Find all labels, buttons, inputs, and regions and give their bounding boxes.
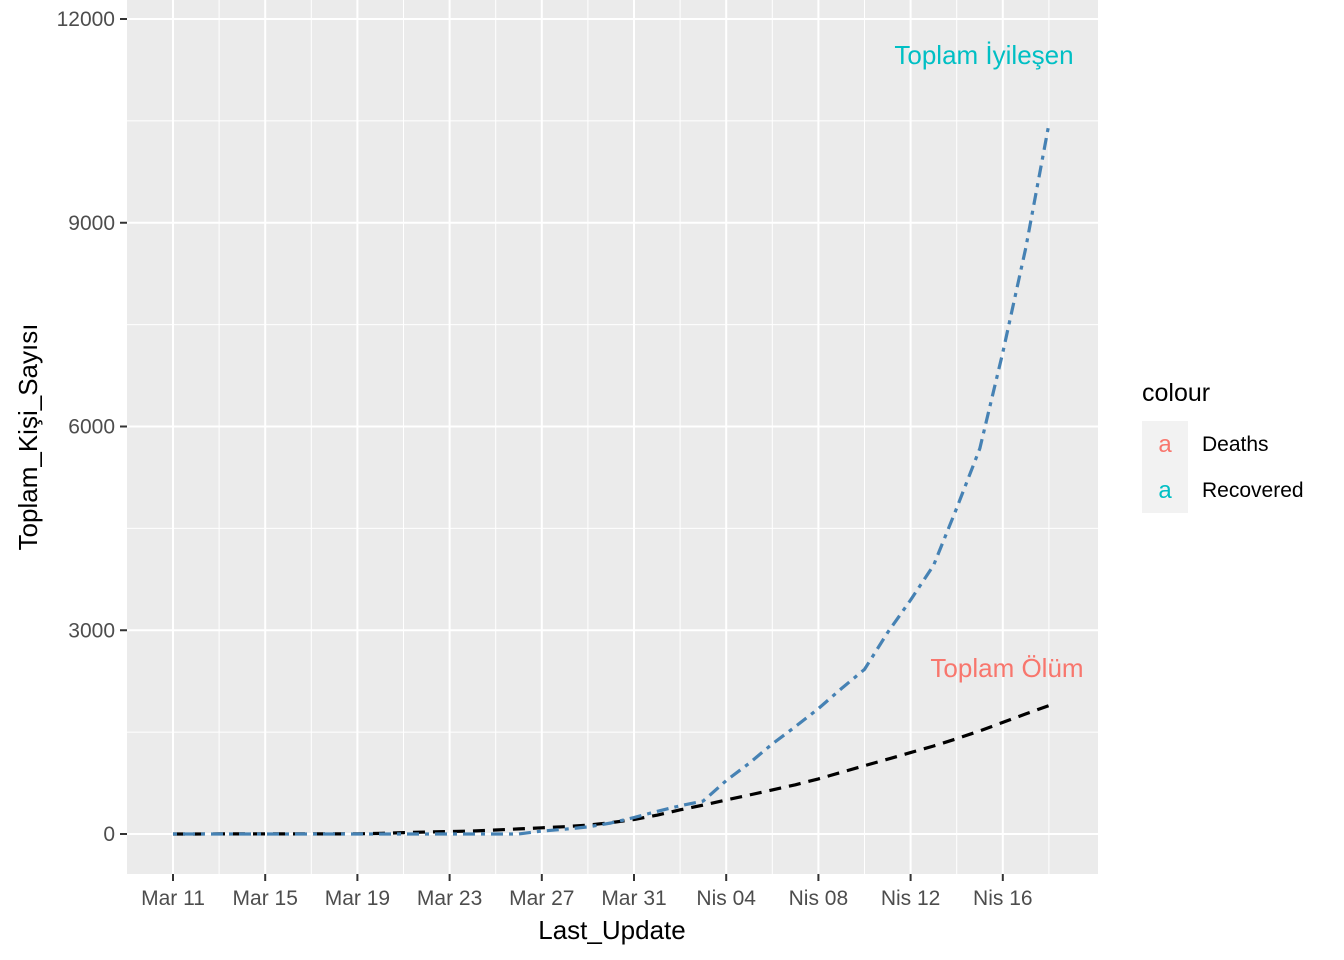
x-tick-label: Nis 08: [789, 887, 849, 910]
y-tick-label: 9000: [68, 212, 115, 235]
y-axis-title: Toplam_Kişi_Sayısı: [13, 324, 43, 551]
x-tick-label: Nis 12: [881, 887, 941, 910]
legend-title: colour: [1142, 379, 1210, 407]
x-tick-label: Nis 04: [696, 887, 756, 910]
minor-gridlines: [127, 0, 1098, 874]
legend-key-deaths: [1142, 421, 1188, 467]
x-tick-label: Mar 27: [509, 887, 574, 910]
x-tick-label: Mar 19: [325, 887, 390, 910]
y-axis: 0 3000 6000 9000 12000: [57, 8, 127, 846]
x-axis-title: Last_Update: [538, 915, 685, 945]
legend: colour a Deaths a Recovered: [1142, 379, 1304, 513]
x-tick-label: Mar 23: [417, 887, 482, 910]
x-axis: Mar 11 Mar 15 Mar 19 Mar 23 Mar 27 Mar 31 Nis …: [141, 874, 1033, 910]
annotation-recovered: Toplam İyileşen: [894, 40, 1073, 70]
y-tick-label: 3000: [68, 619, 115, 642]
x-tick-label: Mar 15: [233, 887, 298, 910]
series-line-recovered: [173, 123, 1051, 836]
series-line-deaths: [173, 704, 1050, 836]
plot-panel: [127, 0, 1098, 874]
legend-label-recovered: Recovered: [1202, 479, 1304, 502]
y-tick-label: 12000: [57, 8, 115, 31]
legend-key-recovered: [1142, 467, 1188, 513]
x-tick-label: Mar 11: [141, 887, 205, 910]
major-gridlines: [127, 0, 1098, 874]
series-layer: [173, 123, 1051, 836]
legend-key-glyph-recovered: a: [1158, 477, 1172, 504]
x-tick-label: Nis 16: [973, 887, 1033, 910]
legend-key-glyph-deaths: a: [1158, 431, 1172, 458]
y-tick-label: 6000: [68, 416, 115, 439]
annotation-deaths: Toplam Ölüm: [930, 653, 1083, 683]
legend-label-deaths: Deaths: [1202, 433, 1269, 456]
x-tick-label: Mar 31: [601, 887, 666, 910]
y-tick-label: 0: [103, 823, 115, 846]
